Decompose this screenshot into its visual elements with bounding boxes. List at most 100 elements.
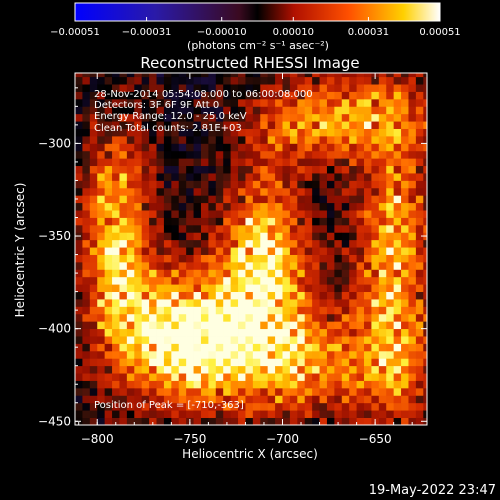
heatmap-cell: [297, 84, 306, 92]
heatmap-cell: [223, 150, 232, 159]
heatmap-cell: [356, 180, 365, 189]
heatmap-cell: [341, 373, 350, 381]
heatmap-cell: [297, 98, 306, 107]
heatmap-cell: [126, 306, 135, 315]
heatmap-cell: [304, 291, 313, 300]
heatmap-cell: [171, 276, 180, 285]
colorbar-units-label: (photons cm⁻² s⁻¹ asec⁻²): [187, 39, 329, 52]
heatmap-cell: [178, 284, 187, 293]
heatmap-cell: [149, 76, 157, 85]
heatmap-cell: [356, 106, 365, 115]
heatmap-cell: [423, 358, 427, 367]
heatmap-cell: [126, 373, 135, 381]
heatmap-cell: [275, 321, 283, 330]
heatmap-cell: [282, 202, 291, 211]
heatmap-cell: [408, 143, 417, 152]
heatmap-cell: [393, 343, 402, 352]
heatmap-cell: [304, 299, 313, 307]
heatmap-cell: [267, 336, 276, 344]
heatmap-cell: [163, 299, 172, 307]
heatmap-cell: [349, 373, 357, 381]
heatmap-cell: [356, 98, 365, 107]
heatmap-cell: [97, 284, 106, 293]
y-tick-label: −350: [38, 229, 71, 243]
heatmap-cell: [252, 373, 261, 381]
colorbar-tick-label: 0.00051: [419, 27, 460, 38]
heatmap-cell: [200, 276, 209, 285]
heatmap-cell: [75, 158, 83, 167]
heatmap-cell: [319, 254, 328, 263]
heatmap-cell: [289, 224, 298, 233]
heatmap-cell: [312, 336, 320, 344]
heatmap-cell: [112, 98, 120, 107]
heatmap-cell: [215, 106, 224, 115]
heatmap-cell: [163, 113, 172, 122]
heatmap-cell: [89, 380, 98, 389]
heatmap-cell: [386, 73, 395, 78]
heatmap-cell: [156, 98, 165, 107]
heatmap-cell: [415, 210, 424, 218]
heatmap-cell: [163, 402, 172, 411]
heatmap-cell: [326, 210, 335, 218]
heatmap-cell: [223, 187, 232, 196]
heatmap-cell: [312, 380, 320, 389]
heatmap-cell: [223, 91, 232, 100]
heatmap-cell: [415, 76, 424, 85]
heatmap-cell: [371, 373, 380, 381]
heatmap-cell: [104, 173, 113, 181]
heatmap-cell: [215, 321, 224, 330]
heatmap-cell: [393, 269, 402, 278]
heatmap-cell: [134, 299, 143, 307]
heatmap-cell: [326, 135, 335, 144]
heatmap-cell: [260, 328, 269, 337]
heatmap-cell: [415, 276, 424, 285]
heatmap-cell: [89, 365, 98, 374]
heatmap-cell: [223, 135, 232, 144]
heatmap-cell: [326, 158, 335, 167]
heatmap-cell: [75, 150, 83, 159]
heatmap-cell: [238, 135, 246, 144]
heatmap-cell: [378, 336, 387, 344]
heatmap-cell: [223, 113, 232, 122]
heatmap-cell: [171, 202, 180, 211]
heatmap-cell: [215, 91, 224, 100]
heatmap-cell: [149, 180, 157, 189]
heatmap-cell: [149, 328, 157, 337]
heatmap-cell: [141, 291, 150, 300]
heatmap-cell: [289, 380, 298, 389]
heatmap-cell: [238, 158, 246, 167]
heatmap-cell: [401, 173, 409, 181]
heatmap-cell: [134, 395, 143, 404]
heatmap-cell: [230, 232, 239, 241]
heatmap-cell: [75, 121, 83, 129]
heatmap-cell: [282, 299, 291, 307]
heatmap-cell: [267, 387, 276, 396]
heatmap-cell: [312, 410, 320, 418]
heatmap-cell: [386, 402, 395, 411]
heatmap-cell: [171, 239, 180, 248]
heatmap-cell: [393, 261, 402, 270]
heatmap-cell: [349, 276, 357, 285]
heatmap-cell: [312, 121, 320, 129]
heatmap-cell: [97, 91, 106, 100]
heatmap-cell: [364, 187, 372, 196]
heatmap-cell: [134, 158, 143, 167]
heatmap-cell: [193, 158, 202, 167]
heatmap-cell: [134, 373, 143, 381]
heatmap-cell: [97, 254, 106, 263]
heatmap-cell: [326, 173, 335, 181]
heatmap-cell: [208, 417, 217, 425]
heatmap-cell: [215, 261, 224, 270]
heatmap-cell: [319, 210, 328, 218]
heatmap-cell: [260, 143, 269, 152]
heatmap-cell: [260, 247, 269, 255]
heatmap-cell: [371, 261, 380, 270]
heatmap-cell: [415, 358, 424, 367]
heatmap-cell: [349, 224, 357, 233]
heatmap-cell: [275, 306, 283, 315]
heatmap-cell: [134, 410, 143, 418]
heatmap-cell: [297, 165, 306, 174]
heatmap-cell: [356, 417, 365, 425]
heatmap-cell: [171, 195, 180, 204]
heatmap-cell: [319, 239, 328, 248]
